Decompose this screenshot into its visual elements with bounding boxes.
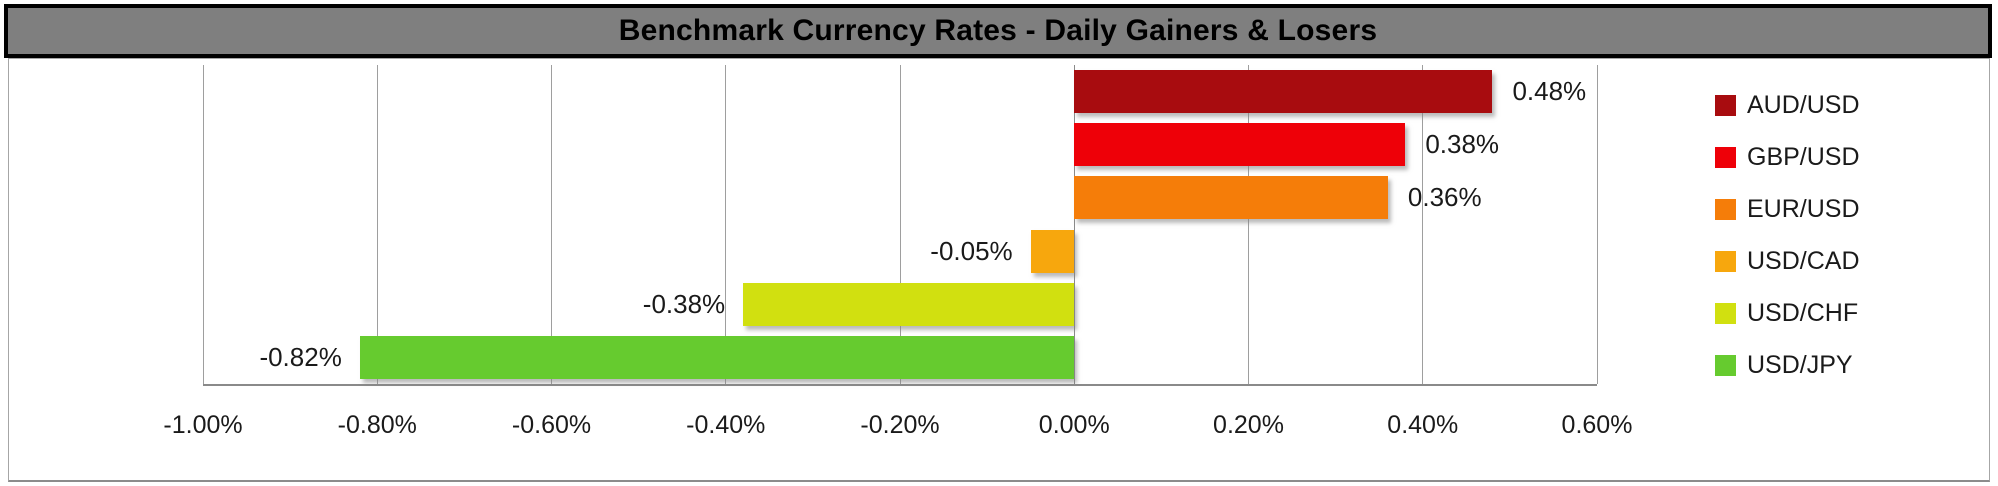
legend-item-gbp-usd: GBP/USD: [1715, 143, 1981, 171]
gridline: [1422, 65, 1424, 384]
gridline: [1248, 65, 1249, 384]
x-axis: -1.00% -0.80% -0.60% -0.40% -0.20% 0.00% 0.20%…: [9, 411, 1989, 445]
plot-area: 0.48% 0.38% 0.36% -0.05% -0.38% -0.82%: [202, 65, 1598, 386]
bar-value-label: -0.82%: [259, 341, 342, 372]
legend-item-eur-usd: EUR/USD: [1715, 195, 1981, 223]
bar-value-label: 0.48%: [1512, 76, 1587, 107]
x-tick-label: -1.00%: [163, 411, 243, 439]
bar-usd-chf: [743, 282, 1075, 326]
legend-label: USD/CHF: [1747, 298, 1859, 327]
legend-label: EUR/USD: [1747, 194, 1860, 223]
legend-swatch: [1715, 94, 1736, 116]
gridline: [1596, 65, 1598, 384]
gridline: [1073, 65, 1075, 384]
legend-swatch: [1715, 250, 1736, 272]
gridline: [725, 65, 727, 384]
x-tick-label: 0.40%: [1387, 411, 1459, 439]
bar-eur-usd: [1074, 176, 1388, 220]
legend-swatch: [1715, 302, 1736, 324]
bar-value-label: -0.05%: [930, 235, 1013, 266]
legend-label: GBP/USD: [1747, 142, 1860, 171]
bar-usd-jpy: [359, 335, 1075, 379]
x-tick-label: 0.00%: [1038, 411, 1110, 439]
legend-item-aud-usd: AUD/USD: [1715, 91, 1981, 119]
x-tick-label: -0.80%: [337, 411, 417, 439]
bar-gbp-usd: [1074, 123, 1406, 167]
legend-swatch: [1715, 198, 1736, 220]
bar-usd-cad: [1030, 229, 1075, 273]
gridline: [376, 65, 378, 384]
gridline: [202, 65, 204, 384]
legend-label: USD/CAD: [1747, 246, 1860, 275]
x-tick-label: -0.20%: [860, 411, 940, 439]
chart-title: Benchmark Currency Rates - Daily Gainers…: [4, 4, 1992, 58]
bar-value-label: 0.38%: [1425, 129, 1500, 160]
bar-value-label: 0.36%: [1407, 182, 1482, 213]
legend: AUD/USD GBP/USD EUR/USD USD/CAD USD/CHF USD/J…: [1715, 91, 1981, 379]
legend-item-usd-jpy: USD/JPY: [1715, 351, 1981, 379]
legend-swatch: [1715, 146, 1736, 168]
x-tick-label: 0.20%: [1213, 411, 1284, 439]
bar-value-label: -0.38%: [642, 288, 726, 319]
legend-label: USD/JPY: [1747, 350, 1853, 379]
legend-swatch: [1715, 354, 1736, 376]
bar-aud-usd: [1074, 70, 1493, 114]
legend-item-usd-chf: USD/CHF: [1715, 299, 1981, 327]
x-tick-label: -0.60%: [511, 411, 592, 439]
legend-label: AUD/USD: [1747, 90, 1860, 119]
gridline: [551, 65, 552, 384]
chart-body: 0.48% 0.38% 0.36% -0.05% -0.38% -0.82% -1.00%…: [8, 58, 1990, 482]
legend-item-usd-cad: USD/CAD: [1715, 247, 1981, 275]
gridline: [899, 65, 901, 384]
x-tick-label: -0.40%: [686, 411, 766, 439]
x-tick-label: 0.60%: [1561, 411, 1633, 439]
